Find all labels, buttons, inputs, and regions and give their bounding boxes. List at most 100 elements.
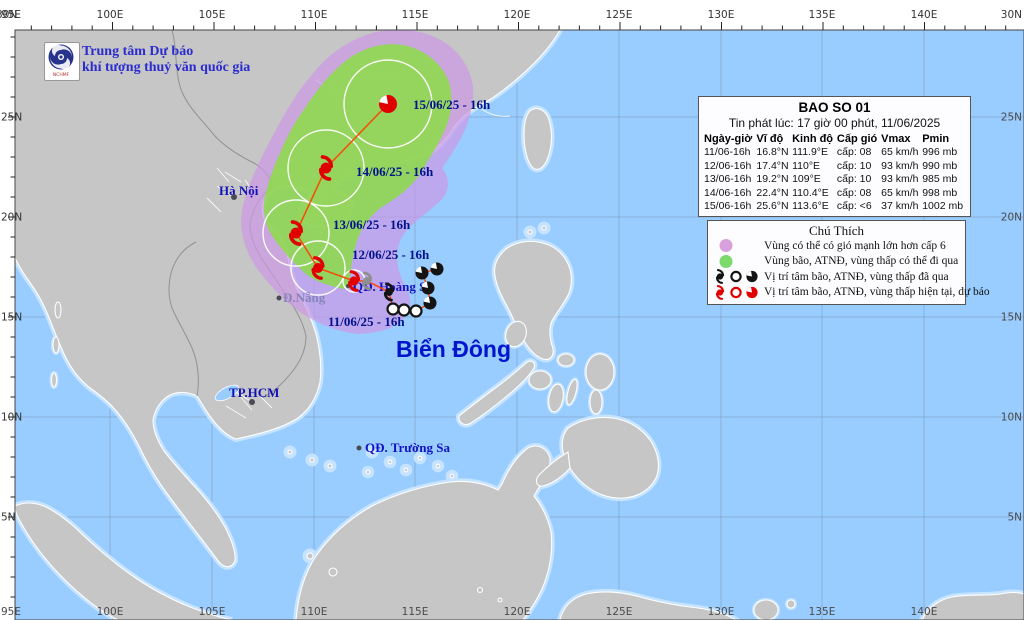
low-pressure-symbol-black xyxy=(423,296,437,310)
lon-label-bottom: 100E xyxy=(97,606,124,618)
table-cell: 25.6°N xyxy=(756,200,789,213)
left-axis-margin xyxy=(0,0,15,620)
table-cell: 13/06-16h xyxy=(704,173,752,186)
island-shape xyxy=(54,301,62,319)
lon-label-bottom: 130E xyxy=(708,606,735,618)
island-shape xyxy=(557,353,575,367)
table-cell: 111.9°E xyxy=(792,146,829,158)
island-shape xyxy=(786,599,796,609)
forecast-uncertainty-circle xyxy=(287,129,365,207)
legend-ring xyxy=(730,271,742,283)
top-axis-margin xyxy=(0,0,1024,30)
land-shape xyxy=(921,591,1024,620)
lon-label-top: 95E xyxy=(1,9,21,21)
legend-item-label: Vùng bão, ATNĐ, vùng thấp có thể đi qua xyxy=(764,255,959,268)
typhoon-symbol-black xyxy=(383,282,395,302)
table-cell: 998 mb xyxy=(922,186,958,199)
forecast-time-label: 12/06/25 - 16h xyxy=(352,247,430,262)
islet xyxy=(476,586,484,594)
island-shape xyxy=(548,383,564,413)
table-col-header: Ngày-giờ xyxy=(704,133,753,145)
forecast-time-label: 15/06/25 - 16h xyxy=(413,97,491,112)
depression-symbol-black xyxy=(409,304,423,318)
lon-label-bottom: 115E xyxy=(402,606,429,618)
table-cell: 22.4°N xyxy=(756,186,789,199)
storm-data-table: Ngày-giờ Vĩ độ Kinh độ Cấp gió Vmax Pmin 11/0… xyxy=(703,132,966,214)
legend-item: Vị trí tâm bão, ATNĐ, vùng thấp hiện tại… xyxy=(712,284,990,301)
table-row: 12/06-16h 17.4°N 110°E cấp: 10 93 km/h 990 mb xyxy=(703,160,966,174)
lon-label-top: 100E xyxy=(97,9,124,21)
island-shape xyxy=(505,320,527,348)
storm-info-box: BAO SO 01 Tin phát lúc: 17 giờ 00 phút, … xyxy=(698,96,971,217)
legend-title: Chú Thích xyxy=(808,223,864,238)
island-shape xyxy=(585,353,615,391)
table-header-row: Ngày-giờ Vĩ độ Kinh độ Cấp gió Vmax Pmin xyxy=(703,132,966,146)
islet xyxy=(527,229,533,235)
lon-label-bottom: 135E xyxy=(809,606,836,618)
islet xyxy=(365,469,371,475)
table-cell: 996 mb xyxy=(922,146,958,158)
lon-label-top: 130E xyxy=(708,9,735,21)
table-cell: 1002 mb xyxy=(922,200,964,213)
land-shape xyxy=(523,107,552,170)
legend-typhoon xyxy=(715,269,725,285)
island-shape xyxy=(528,370,552,390)
lon-label-bottom: 95E xyxy=(1,606,21,618)
lat-label-right: 15N xyxy=(1001,312,1022,324)
legend-item-label: Vị trí tâm bão, ATNĐ, vùng thấp hiện tại… xyxy=(764,286,990,299)
low-pressure-symbol-black xyxy=(415,266,429,280)
land-shape xyxy=(458,360,535,426)
typhoon-symbol-red xyxy=(348,270,360,292)
forecast-uncertainty-circle xyxy=(290,240,346,296)
map-label-truong-sa: QĐ. Trường Sa xyxy=(365,440,450,455)
table-cell: 16.8°N xyxy=(756,146,789,158)
land-shape xyxy=(535,451,571,487)
table-cell: 19.2°N xyxy=(756,173,789,186)
table-cell: 109°E xyxy=(792,173,821,186)
depression-symbol-black xyxy=(386,302,400,316)
typhoon-symbol-red xyxy=(288,220,304,246)
current-symbols-icon xyxy=(715,284,758,300)
storm-path-zone xyxy=(263,44,452,290)
table-cell: 93 km/h xyxy=(881,159,919,172)
forecast-uncertainty-circle xyxy=(343,59,433,149)
lat-label-left: 5N xyxy=(1,512,16,524)
table-cell: 14/06-16h xyxy=(704,186,752,199)
legend-symbol-cell xyxy=(712,284,764,300)
islet xyxy=(497,597,503,603)
table-cell: cấp: 10 xyxy=(836,173,872,186)
table-cell: 17.4°N xyxy=(756,159,789,172)
table-col-header: Kinh độ xyxy=(792,133,834,145)
green-area-icon xyxy=(719,254,733,268)
place-dot xyxy=(249,399,255,405)
nchmf-logo: NCHMF xyxy=(44,42,80,81)
lon-label-top: 140E xyxy=(911,9,938,21)
table-cell: cấp: 08 xyxy=(836,146,872,158)
legend-item: Vị trí tâm bão, ATNĐ, vùng thấp đã qua xyxy=(712,269,961,285)
land-shape xyxy=(14,502,233,620)
issued-time: Tin phát lúc: 17 giờ 00 phút, 11/06/2025 xyxy=(728,116,941,130)
lat-label-right: 25N xyxy=(1001,112,1022,124)
table-cell: 93 km/h xyxy=(881,173,919,186)
purple-area-icon xyxy=(719,239,733,253)
table-row: 11/06-16h 16.8°N 111.9°E cấp: 08 65 km/h 996 … xyxy=(703,146,966,160)
island-shape xyxy=(753,599,779,620)
agency-name-line2: khí tượng thuỷ văn quốc gia xyxy=(82,60,251,75)
forecast-time-label: 14/06/25 - 16h xyxy=(356,164,434,179)
nchmf-logo-emblem: NCHMF xyxy=(48,44,74,78)
islet xyxy=(435,463,441,469)
tonle-sap-lake xyxy=(214,384,240,402)
lat-label-right: 10N xyxy=(1001,412,1022,424)
table-row: 13/06-16h 19.2°N 109°E cấp: 10 93 km/h 985 mb xyxy=(703,173,966,187)
past-symbols-icon xyxy=(715,269,758,285)
map-frame xyxy=(14,29,1024,620)
islet xyxy=(369,449,375,455)
legend-ring xyxy=(730,286,742,298)
legend-symbol-cell xyxy=(712,254,764,269)
island-shape xyxy=(50,372,58,388)
forecast-uncertainty-circle xyxy=(262,199,330,267)
lon-label-bottom: 125E xyxy=(606,606,633,618)
lat-label-left: 15N xyxy=(1,312,22,324)
